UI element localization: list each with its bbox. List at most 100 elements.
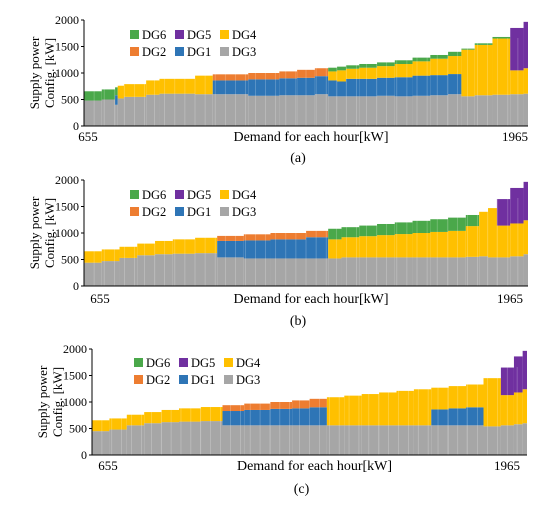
y-tick-label: 2000	[63, 342, 87, 356]
bar-segment-dg5	[496, 199, 511, 226]
legend-label-dg5: DG5	[191, 356, 215, 370]
bar-segment-dg3	[430, 95, 449, 126]
x-range-label-start: 655	[98, 458, 118, 473]
bar-segment-dg3	[297, 95, 315, 126]
bar-segment-dg3	[306, 258, 329, 286]
panel-label: (c)	[294, 482, 310, 497]
bar-segment-dg4	[361, 394, 380, 426]
bar-segment-dg6	[394, 222, 413, 235]
bar-segment-dg3	[326, 425, 345, 455]
bar-segment-dg6	[341, 227, 360, 238]
bar-segment-dg3	[179, 421, 201, 455]
bar-segment-dg6	[394, 60, 413, 64]
bar-segment-dg4	[465, 226, 480, 257]
bar-segment-dg2	[309, 398, 327, 408]
y-tick-label: 0	[81, 448, 87, 462]
bar-segment-dg6	[359, 225, 378, 237]
bar-segment-dg3	[448, 94, 462, 126]
bar-segment-dg6	[412, 220, 431, 233]
bar-segment-dg1	[292, 408, 310, 426]
legend-label-dg6: DG6	[142, 28, 166, 42]
bar-segment-dg3	[377, 95, 395, 126]
legend-swatch-dg1	[179, 375, 188, 384]
bar-segment-dg1	[345, 78, 360, 97]
bar-stack-group	[92, 350, 527, 455]
bar-segment-dg4	[328, 71, 338, 81]
y-tick-label: 1000	[63, 395, 87, 409]
bar-segment-dg4	[159, 78, 195, 94]
legend-swatch-dg1	[175, 47, 184, 56]
x-range-label-end: 1965	[497, 291, 523, 306]
legend-label-dg1: DG1	[191, 373, 215, 387]
bar-segment-dg4	[345, 68, 360, 79]
legend: DG6 DG5 DG4 DG2 DG1 DG3	[125, 184, 262, 222]
bar-segment-dg6	[430, 219, 449, 232]
bar-segment-dg3	[159, 93, 195, 126]
bar-segment-dg3	[309, 425, 327, 455]
panel-label: (a)	[290, 151, 306, 166]
bar-segment-dg3	[92, 431, 110, 455]
bar-segment-dg1	[337, 81, 346, 97]
bar-segment-dg4	[430, 58, 449, 76]
bar-segment-dg3	[146, 94, 160, 126]
bar-segment-dg6	[412, 57, 431, 62]
bar-segment-dg3	[396, 425, 414, 455]
bar-segment-dg3	[488, 257, 497, 286]
bar-segment-dg6	[465, 214, 480, 227]
bar-segment-dg3	[279, 95, 298, 126]
bar-segment-dg2	[297, 69, 315, 78]
bar-segment-dg3	[466, 425, 484, 455]
legend-label-dg4: DG4	[232, 28, 257, 42]
bar-segment-dg6	[337, 66, 346, 71]
bar-segment-dg5	[510, 187, 524, 224]
legend-box	[125, 24, 262, 62]
bar-segment-dg4	[359, 236, 378, 258]
bar-segment-dg3	[510, 94, 524, 126]
y-axis-label-line: Supply power	[27, 36, 42, 109]
bar-segment-dg3	[144, 423, 162, 455]
bar-segment-dg3	[500, 425, 514, 455]
bar-segment-dg4	[479, 211, 489, 257]
bar-segment-dg5	[523, 21, 528, 69]
bar-segment-dg3	[496, 257, 511, 286]
bar-segment-dg4	[172, 239, 195, 254]
bar-segment-dg4	[344, 395, 362, 426]
bar-segment-dg3	[328, 258, 342, 286]
bar-segment-dg6	[492, 36, 511, 39]
bar-segment-dg4	[523, 68, 528, 94]
bar-segment-dg6	[448, 217, 466, 231]
legend-label-dg3: DG3	[232, 205, 256, 219]
bar-segment-dg5	[522, 350, 527, 390]
bar-separators	[93, 38, 519, 126]
bar-segment-dg3	[479, 256, 489, 286]
y-tick-label: 500	[61, 253, 79, 267]
bar-segment-dg3	[270, 425, 293, 455]
legend-swatch-dg1	[175, 207, 184, 216]
bar-segment-dg3	[448, 257, 466, 286]
y-axis-label: Supply powerConfig. [kW]	[27, 196, 57, 269]
bar-segment-dg4	[448, 386, 467, 409]
bar-segment-dg3	[248, 95, 280, 126]
bar-segment-dg1	[359, 78, 378, 97]
bar-segment-dg1	[212, 80, 249, 95]
bar-segment-dg6	[115, 87, 118, 96]
bar-segment-dg1	[297, 77, 315, 96]
legend-label-dg2: DG2	[142, 205, 166, 219]
legend-swatch-dg5	[175, 190, 184, 199]
bar-segment-dg4	[377, 235, 395, 258]
bar-segment-dg4	[430, 231, 449, 258]
bar-segment-dg1	[309, 407, 327, 426]
bar-segment-dg3	[344, 425, 362, 455]
legend-swatch-dg6	[130, 30, 139, 39]
bar-segment-dg3	[270, 258, 306, 286]
legend-swatch-dg4	[220, 30, 229, 39]
bar-segment-dg4	[396, 390, 414, 426]
legend-swatch-dg3	[224, 375, 233, 384]
bar-segment-dg3	[126, 425, 145, 455]
bar-segment-dg6	[474, 43, 493, 45]
bar-segment-dg3	[84, 262, 102, 286]
bar-segment-dg2	[306, 230, 329, 238]
bar-segment-dg4	[137, 243, 156, 256]
legend-swatch-dg3	[220, 207, 229, 216]
y-tick-label: 1000	[55, 226, 79, 240]
